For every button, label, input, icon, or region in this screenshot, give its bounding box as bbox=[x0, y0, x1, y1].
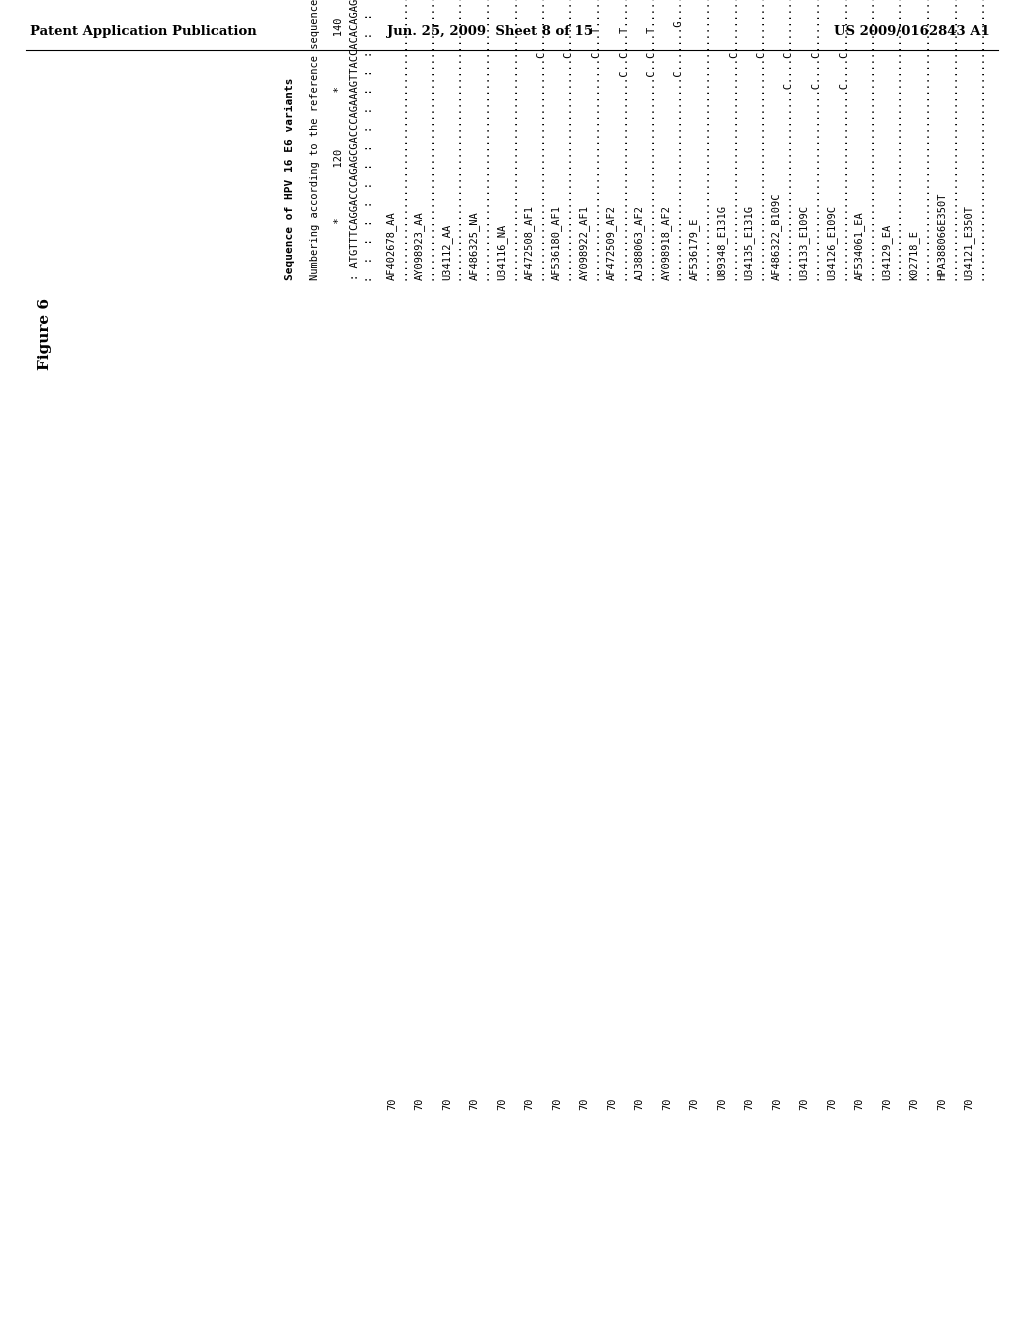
Text: 70: 70 bbox=[442, 1097, 452, 1110]
Text: AF536180_AF1: AF536180_AF1 bbox=[551, 205, 562, 280]
Text: ............................................................: ........................................… bbox=[479, 0, 489, 280]
Text: U34133_E109C: U34133_E109C bbox=[799, 205, 810, 280]
Text: ....................................C..................G......: ....................................C...… bbox=[727, 0, 737, 280]
Text: AF402678_AA: AF402678_AA bbox=[386, 211, 397, 280]
Text: ....................................C..................G......: ....................................C...… bbox=[755, 0, 765, 280]
Text: Jun. 25, 2009  Sheet 8 of 15: Jun. 25, 2009 Sheet 8 of 15 bbox=[387, 25, 593, 38]
Text: AF536179_E: AF536179_E bbox=[688, 218, 699, 280]
Text: U34126_E109C: U34126_E109C bbox=[826, 205, 837, 280]
Text: 70: 70 bbox=[909, 1097, 920, 1110]
Text: .................................C..C...T...............G....: .................................C..C...… bbox=[617, 0, 627, 280]
Text: 70: 70 bbox=[882, 1097, 892, 1110]
Text: 70: 70 bbox=[580, 1097, 590, 1110]
Text: 70: 70 bbox=[662, 1097, 672, 1110]
Text: Patent Application Publication: Patent Application Publication bbox=[30, 25, 257, 38]
Text: ...............................C....C..................G......: ...............................C....C...… bbox=[837, 0, 847, 280]
Text: ............................................................: ........................................… bbox=[397, 0, 407, 280]
Text: AF486325_NA: AF486325_NA bbox=[469, 211, 479, 280]
Text: 70: 70 bbox=[800, 1097, 810, 1110]
Text: 70: 70 bbox=[717, 1097, 727, 1110]
Text: :  :  :  :  :  :  :  :  :  :  :  :  :  :  :  :  :  :  :  :  :  :: : : : : : : : : : : : : : : : : : : : : … bbox=[364, 0, 374, 282]
Text: K02718_E: K02718_E bbox=[908, 230, 920, 280]
Text: 70: 70 bbox=[635, 1097, 644, 1110]
Text: AF486322_B109C: AF486322_B109C bbox=[771, 193, 782, 280]
Text: ....................................C...............G........: ....................................C...… bbox=[562, 0, 572, 280]
Text: 70: 70 bbox=[772, 1097, 782, 1110]
Text: U34121_E350T: U34121_E350T bbox=[964, 205, 975, 280]
Text: .................................C.......G...............G...: .................................C......… bbox=[672, 0, 682, 280]
Text: AY098922_AF1: AY098922_AF1 bbox=[579, 205, 590, 280]
Text: U34116_NA: U34116_NA bbox=[496, 224, 507, 280]
Text: 70: 70 bbox=[937, 1097, 947, 1110]
Text: 70: 70 bbox=[965, 1097, 975, 1110]
Text: AF472508_AF1: AF472508_AF1 bbox=[523, 205, 535, 280]
Text: ............................................................: ........................................… bbox=[699, 0, 710, 280]
Text: 70: 70 bbox=[827, 1097, 837, 1110]
Text: ...........................................................G: ........................................… bbox=[947, 0, 957, 280]
Text: 70: 70 bbox=[524, 1097, 535, 1110]
Text: AF472509_AF2: AF472509_AF2 bbox=[606, 205, 617, 280]
Text: *        120         *        140         *        160         *: * 120 * 140 * 160 * bbox=[334, 0, 344, 280]
Text: AY098923_AA: AY098923_AA bbox=[414, 211, 425, 280]
Text: Sequence of HPV 16 E6 variants: Sequence of HPV 16 E6 variants bbox=[285, 78, 295, 280]
Text: 70: 70 bbox=[744, 1097, 755, 1110]
Text: Numbering according to the reference sequence K02718.  (ATG starts at position 1: Numbering according to the reference seq… bbox=[310, 0, 321, 280]
Text: 70: 70 bbox=[469, 1097, 479, 1110]
Text: U34129_EA: U34129_EA bbox=[881, 224, 892, 280]
Text: ............................................................: ........................................… bbox=[864, 0, 874, 280]
Text: ............................................................: ........................................… bbox=[425, 0, 434, 280]
Text: ............................................................: ........................................… bbox=[920, 0, 930, 280]
Text: : ATGTTTCAGGACCCAGAGCGACCCAGAAAGTTACCACACAGAGCTGCAAACAACTATAC: : ATGTTTCAGGACCCAGAGCGACCCAGAAAGTTACCACA… bbox=[350, 0, 360, 280]
Text: 70: 70 bbox=[552, 1097, 562, 1110]
Text: 70: 70 bbox=[607, 1097, 617, 1110]
Text: ....................................C...............G........: ....................................C...… bbox=[535, 0, 545, 280]
Text: AF534061_EA: AF534061_EA bbox=[854, 211, 864, 280]
Text: AY098918_AF2: AY098918_AF2 bbox=[662, 205, 672, 280]
Text: U34112_AA: U34112_AA bbox=[441, 224, 452, 280]
Text: ....................................C...T...............G....: ....................................C...… bbox=[590, 0, 599, 280]
Text: U89348_E131G: U89348_E131G bbox=[716, 205, 727, 280]
Text: Figure 6: Figure 6 bbox=[38, 298, 52, 370]
Text: ............................................................: ........................................… bbox=[507, 0, 517, 280]
Text: 70: 70 bbox=[497, 1097, 507, 1110]
Text: U34135_E131G: U34135_E131G bbox=[743, 205, 755, 280]
Text: ...............................C....C..................G......: ...............................C....C...… bbox=[782, 0, 792, 280]
Text: .................................C..C...T...............G....: .................................C..C...… bbox=[644, 0, 654, 280]
Text: 70: 70 bbox=[415, 1097, 425, 1110]
Text: 70: 70 bbox=[854, 1097, 864, 1110]
Text: HPA388066E350T: HPA388066E350T bbox=[937, 193, 947, 280]
Text: 70: 70 bbox=[689, 1097, 699, 1110]
Text: ...........................................................G: ........................................… bbox=[975, 0, 984, 280]
Text: ............................................................: ........................................… bbox=[452, 0, 462, 280]
Text: AJ388063_AF2: AJ388063_AF2 bbox=[634, 205, 644, 280]
Text: ...............................C....C..................G......: ...............................C....C...… bbox=[810, 0, 819, 280]
Text: 70: 70 bbox=[387, 1097, 397, 1110]
Text: ............................................................: ........................................… bbox=[892, 0, 902, 280]
Text: US 2009/0162843 A1: US 2009/0162843 A1 bbox=[835, 25, 990, 38]
